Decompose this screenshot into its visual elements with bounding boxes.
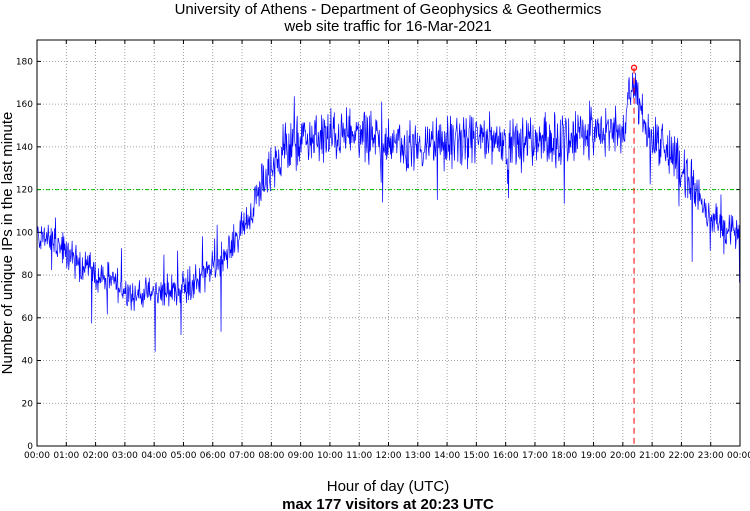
chart-subtitle: web site traffic for 16-Mar-2021 (283, 18, 491, 35)
y-tick-label: 40 (22, 357, 34, 367)
x-tick-label: 15:00 (463, 451, 489, 461)
y-tick-label: 60 (22, 314, 34, 324)
x-tick-label: 12:00 (376, 451, 402, 461)
x-tick-label: 18:00 (551, 451, 577, 461)
series-group (36, 72, 741, 352)
x-tick-label: 06:00 (200, 451, 226, 461)
x-tick-label: 20:00 (610, 451, 636, 461)
x-tick-label: 04:00 (141, 451, 167, 461)
chart-title: University of Athens - Department of Geo… (175, 1, 602, 18)
x-axis-label: Hour of day (UTC) (327, 478, 450, 495)
x-tick-label: 13:00 (405, 451, 431, 461)
y-tick-label: 120 (16, 186, 33, 196)
x-tick-label: 02:00 (83, 451, 109, 461)
x-tick-label: 10:00 (317, 451, 343, 461)
y-tick-label: 0 (27, 442, 33, 452)
chart-footer: max 177 visitors at 20:23 UTC (282, 496, 494, 511)
x-tick-label: 05:00 (170, 451, 196, 461)
y-axis-ticks: 0 20 40 60 80 100 120 140 160 180 (16, 57, 740, 452)
x-tick-label: 19:00 (581, 451, 607, 461)
x-tick-label: 08:00 (258, 451, 284, 461)
y-tick-label: 140 (16, 143, 33, 153)
x-tick-label: 00:00 (24, 451, 50, 461)
y-tick-label: 100 (16, 228, 33, 238)
max-point-marker (630, 64, 638, 71)
y-tick-label: 160 (16, 100, 33, 110)
y-axis-label: Number of unique IPs in the last minute (0, 112, 16, 375)
x-tick-label: 00:00 (727, 451, 750, 461)
y-tick-label: 20 (22, 399, 34, 409)
traffic-series-line (36, 72, 741, 352)
x-tick-label: 16:00 (493, 451, 519, 461)
y-tick-label: 80 (22, 271, 34, 281)
x-tick-label: 17:00 (522, 451, 548, 461)
x-tick-label: 01:00 (53, 451, 79, 461)
x-tick-label: 09:00 (288, 451, 314, 461)
x-axis-ticks: 00:00 01:00 02:00 03:00 04:00 05:00 06:00 07:00… (24, 40, 750, 461)
x-tick-label: 22:00 (668, 451, 694, 461)
plot-frame (36, 39, 741, 447)
y-tick-label: 180 (16, 57, 33, 67)
x-tick-label: 03:00 (112, 451, 138, 461)
x-tick-label: 23:00 (698, 451, 724, 461)
x-tick-label: 07:00 (229, 451, 255, 461)
max-marker-group (630, 64, 638, 446)
x-tick-label: 21:00 (639, 451, 665, 461)
x-tick-label: 11:00 (346, 451, 372, 461)
x-tick-label: 14:00 (434, 451, 460, 461)
